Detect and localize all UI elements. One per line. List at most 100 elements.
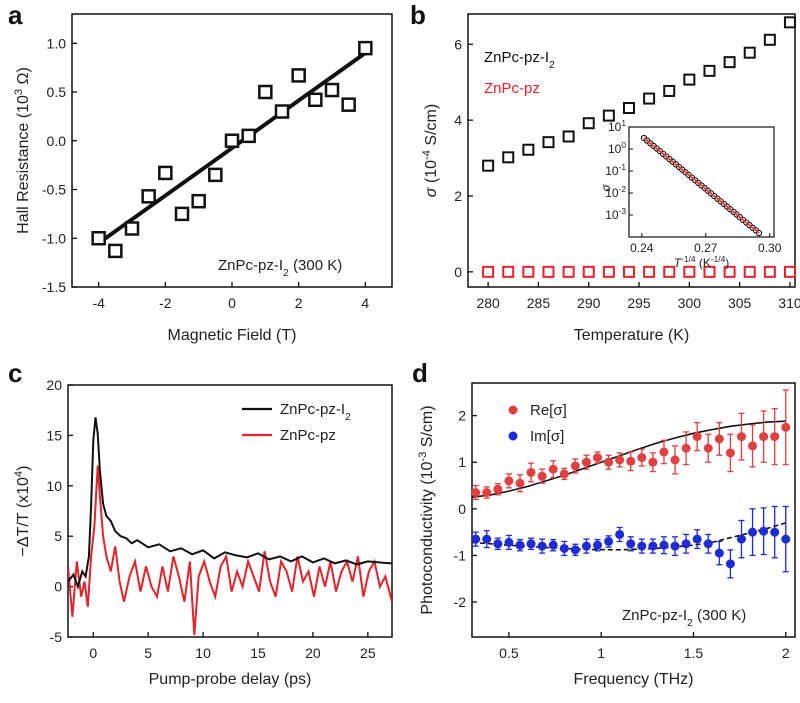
b-inset-fit-line (643, 137, 760, 234)
d-data-point (759, 432, 769, 442)
b-x-tick-label: 295 (627, 295, 651, 311)
d-data-point (482, 534, 492, 544)
a-y-tick-label: -0.5 (42, 182, 66, 198)
b-x-tick-label: 285 (527, 295, 551, 311)
a-x-tick-label: -2 (159, 295, 172, 311)
a-x-axis-label: Magnetic Field (T) (168, 327, 297, 344)
a-data-point (341, 97, 356, 112)
d-data-point (659, 540, 669, 550)
panel-d: d 0.5 1 1.5 2 -2 -1 0 1 2 Re[σ] Im[σ] ZnPc-pz-I2 (30… (412, 358, 796, 688)
a-data-point (158, 165, 173, 181)
a-x-tick-label: 2 (295, 295, 303, 311)
a-y-tick-label: 1.0 (47, 35, 67, 51)
d-data-point (781, 422, 791, 432)
b-data-point (763, 265, 776, 278)
c-x-tick-label: 0 (89, 645, 97, 661)
c-plot-frame (67, 384, 393, 638)
d-data-point (637, 453, 647, 463)
a-data-point (224, 133, 240, 148)
b-y-tick-label: 2 (454, 188, 462, 204)
b-inset-y-tick-label: 101 (608, 118, 626, 134)
b-inset-y-tick-label: 10-2 (605, 184, 626, 200)
d-data-point (659, 447, 669, 457)
a-data-point (258, 84, 273, 100)
b-data-point (522, 265, 535, 278)
d-data-point (559, 469, 569, 479)
b-legend-entry: ZnPc-pz (484, 80, 540, 97)
d-data-point (703, 443, 713, 453)
d-x-tick-label: 1.5 (684, 645, 704, 661)
b-inset-x-tick-label: 0.30 (758, 241, 782, 255)
b-data-point (703, 64, 716, 77)
d-data-point (648, 457, 658, 467)
b-data-point (582, 265, 595, 278)
d-data-point (471, 488, 481, 498)
d-data-point (593, 453, 603, 463)
d-data-point (570, 545, 580, 555)
b-data-point (502, 151, 515, 164)
a-data-point (174, 206, 190, 222)
b-data-point (723, 56, 736, 69)
d-x-tick-label: 0.5 (499, 645, 519, 661)
d-data-point (770, 527, 780, 537)
c-series-line (68, 465, 392, 636)
d-data-point (593, 540, 603, 550)
b-data-point (743, 46, 756, 59)
a-y-tick-label: 0.5 (47, 84, 67, 100)
c-y-tick-label: 20 (46, 377, 62, 393)
d-data-point (581, 541, 591, 551)
a-data-point (191, 193, 206, 209)
d-data-point (537, 471, 547, 481)
d-data-point (548, 540, 558, 550)
b-data-point (743, 265, 756, 278)
d-data-point (471, 534, 481, 544)
b-x-tick-label: 300 (678, 295, 702, 311)
b-data-point (683, 73, 696, 86)
b-plot-frame (467, 13, 796, 288)
a-data-point (108, 243, 123, 259)
d-data-point (604, 536, 614, 546)
d-y-tick-label: -2 (454, 594, 467, 610)
b-data-point (602, 265, 615, 278)
d-data-point (748, 527, 758, 537)
d-y-tick-label: 0 (458, 501, 466, 517)
d-plot-frame (471, 382, 796, 638)
b-data-point (562, 130, 575, 143)
b-data-point (582, 117, 595, 130)
d-legend-label: Re[σ] (530, 402, 567, 419)
b-inset-y-tick-label: 10-1 (605, 162, 626, 178)
b-data-point (622, 265, 635, 278)
c-y-tick-label: 5 (54, 528, 62, 544)
b-data-point (663, 84, 676, 97)
a-data-point (91, 231, 106, 246)
c-x-tick-label: 20 (305, 645, 321, 661)
a-data-point (308, 92, 323, 108)
b-data-point (502, 265, 515, 278)
b-data-point (703, 265, 716, 278)
d-data-point (714, 548, 724, 558)
c-x-tick-label: 10 (195, 645, 211, 661)
d-data-point (604, 457, 614, 467)
d-data-point (548, 464, 558, 474)
panel-label-c: c (8, 358, 22, 388)
d-legend-marker (508, 405, 518, 415)
d-data-point (648, 541, 658, 551)
d-data-point (670, 455, 680, 465)
d-data-point (515, 540, 525, 550)
d-data-point (537, 541, 547, 551)
panel-label-d: d (412, 358, 428, 388)
b-y-tick-label: 0 (454, 264, 462, 280)
c-x-axis-label: Pump-probe delay (ps) (149, 671, 312, 688)
d-data-point (681, 443, 691, 453)
b-y-tick-label: 4 (454, 112, 462, 128)
b-data-point (663, 265, 676, 278)
c-series-line (68, 417, 392, 590)
a-data-point (324, 82, 340, 98)
a-y-tick-label: -1.0 (42, 230, 66, 246)
d-data-point (626, 539, 636, 549)
panel-a: a -4 -2 0 2 4 -1.5 -1.0 -0.5 0.0 0.5 1.0 ZnPc-pz-I2 … (8, 0, 393, 344)
d-data-point (637, 541, 647, 551)
b-data-point (542, 265, 555, 278)
b-y-tick-label: 6 (454, 36, 462, 52)
d-data-point (504, 537, 514, 547)
